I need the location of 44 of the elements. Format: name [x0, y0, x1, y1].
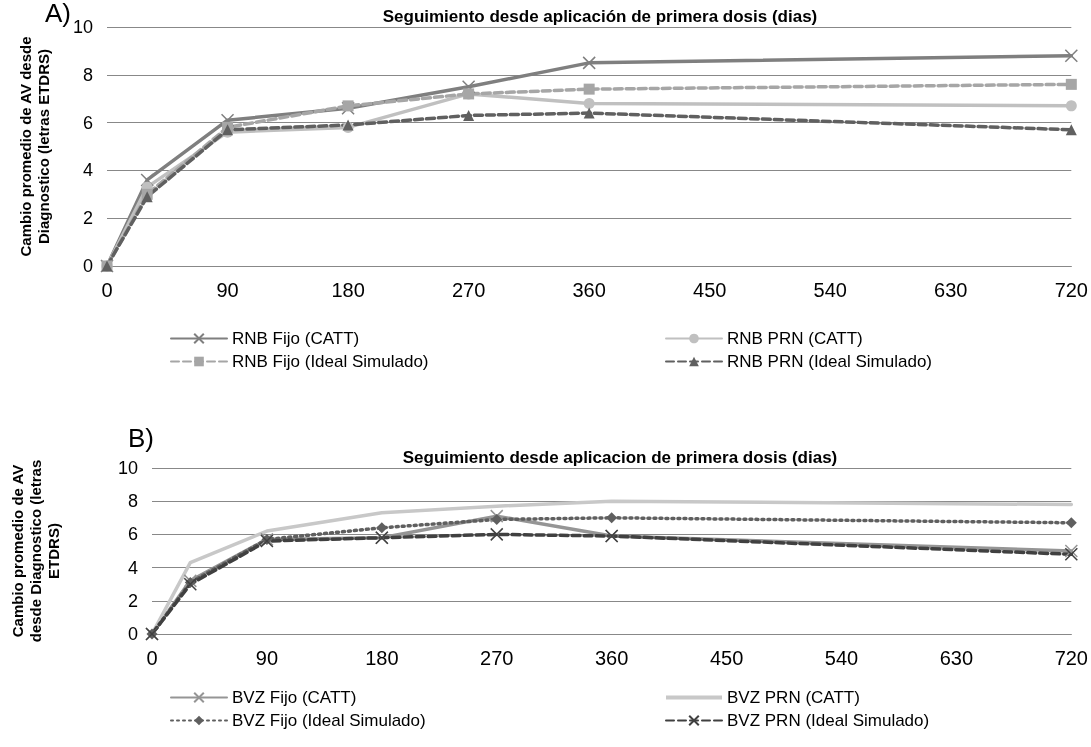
x-tick-label: 360	[594, 647, 629, 669]
legend-label: BVZ PRN (CATT)	[727, 688, 860, 707]
chart-title: Seguimiento desde aplicacion de primera dosis (dias)	[402, 448, 838, 467]
x-tick-label: 180	[365, 647, 399, 669]
x-tick-label: 450	[693, 279, 727, 301]
y-tick-label: 4	[82, 160, 93, 181]
y-tick-label: 8	[82, 64, 93, 85]
x-tick-label: 90	[255, 647, 279, 669]
x-tick-label: 630	[934, 279, 968, 301]
x-tick-label: 630	[939, 647, 974, 669]
x-tick-label: 270	[480, 647, 514, 669]
y-tick-label: 2	[82, 208, 93, 229]
x-tick-label: 180	[331, 279, 365, 301]
x-tick-label: 360	[572, 279, 606, 301]
x-tick-label: 0	[101, 279, 113, 301]
chart-title: Seguimiento desde aplicación de primera dosis (dias)	[382, 7, 818, 26]
text: B)	[128, 423, 154, 453]
y-tick-label: 0	[82, 256, 93, 276]
x-tick-label: 90	[216, 279, 239, 301]
text: A)	[45, 0, 71, 28]
legend-label: RNB PRN (Ideal Simulado)	[727, 352, 933, 371]
x-tick-label: 720	[1054, 647, 1088, 669]
x-tick-label: 540	[813, 279, 847, 301]
legend-label: RNB Fijo (Ideal Simulado)	[232, 352, 429, 371]
y-tick-label: 4	[127, 557, 138, 578]
x-tick-label: 0	[146, 647, 158, 669]
y-tick-label: 6	[82, 112, 93, 133]
y-tick-label: 10	[117, 458, 138, 478]
x-tick-label: 450	[709, 647, 744, 669]
x-tick-label: 270	[451, 279, 486, 301]
x-tick-label: 720	[1054, 279, 1088, 301]
y-tick-label: 8	[127, 491, 138, 512]
y-axis-title: Cambio promedio de AV desde Diagnostico (letras ETDRS)	[8, 459, 62, 643]
x-tick-label: 540	[824, 647, 859, 669]
y-tick-label: 0	[127, 624, 138, 644]
legend-label: BVZ Fijo (CATT)	[232, 688, 357, 707]
y-tick-label: 10	[72, 17, 93, 37]
legend-label: BVZ Fijo (Ideal Simulado)	[232, 711, 426, 730]
legend-label: BVZ PRN (Ideal Simulado)	[727, 711, 930, 730]
legend-label: RNB PRN (CATT)	[727, 329, 863, 348]
y-tick-label: 6	[127, 524, 138, 545]
legend-label: RNB Fijo (CATT)	[232, 329, 360, 348]
y-axis-title: Cambio promedio de AV desde Diagnostico (letras ETDRS)	[16, 36, 52, 257]
y-tick-label: 2	[127, 590, 138, 611]
